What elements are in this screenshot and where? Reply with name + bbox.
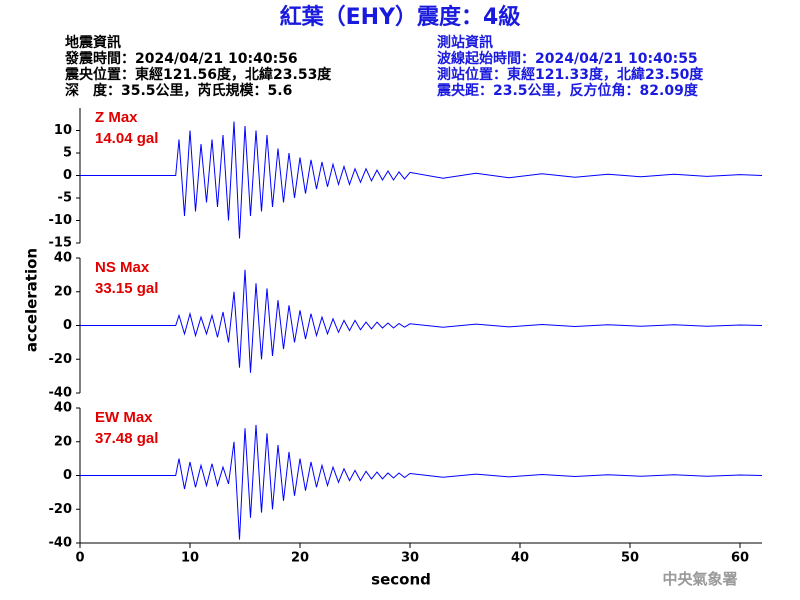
- waveform: [80, 269, 763, 373]
- chart-title: 紅葉（EHY）震度：4級: [280, 4, 521, 30]
- info-line: 發震時間：2024/04/21 10:40:56: [64, 50, 298, 67]
- waveform: [80, 424, 763, 540]
- y-tick-label: 40: [54, 251, 72, 266]
- x-tick-label: 20: [291, 551, 309, 566]
- max-label: 14.04 gal: [95, 130, 158, 147]
- x-tick-label: 0: [75, 551, 84, 566]
- y-tick-label: 0: [63, 318, 72, 333]
- y-tick-label: 20: [54, 434, 72, 449]
- y-tick-label: -20: [49, 352, 73, 367]
- info-line: 地震資訊: [65, 34, 121, 51]
- y-tick-label: 0: [63, 468, 72, 483]
- x-tick-label: 50: [621, 551, 639, 566]
- info-line: 深 度：35.5公里，芮氏規模：5.6: [65, 82, 292, 99]
- y-tick-label: 5: [63, 146, 72, 161]
- x-tick-label: 30: [401, 551, 419, 566]
- x-tick-label: 40: [511, 551, 529, 566]
- max-label: Z Max: [95, 109, 138, 126]
- x-tick-label: 60: [731, 551, 749, 566]
- y-tick-label: 20: [54, 284, 72, 299]
- y-tick-label: -40: [49, 536, 73, 551]
- y-axis-label: acceleration: [23, 248, 41, 352]
- y-tick-label: -40: [49, 386, 73, 401]
- info-line: 震央距：23.5公里，反方位角：82.09度: [436, 82, 699, 99]
- y-tick-label: 40: [54, 401, 72, 416]
- y-tick-label: -5: [58, 191, 72, 206]
- y-tick-label: -10: [49, 213, 73, 228]
- x-axis-label: second: [371, 571, 431, 589]
- waveform: [80, 121, 763, 239]
- watermark: 中央氣象署: [662, 570, 737, 588]
- max-label: 33.15 gal: [95, 280, 158, 297]
- y-tick-label: 10: [54, 123, 72, 138]
- info-line: 震央位置：東經121.56度，北緯23.53度: [64, 66, 332, 83]
- max-label: NS Max: [95, 259, 150, 276]
- max-label: 37.48 gal: [95, 430, 158, 447]
- x-tick-label: 10: [181, 551, 199, 566]
- info-line: 測站位置：東經121.33度，北緯23.50度: [437, 66, 704, 83]
- info-line: 波線起始時間：2024/04/21 10:40:55: [437, 50, 698, 67]
- y-tick-label: -20: [49, 502, 73, 517]
- y-tick-label: 0: [63, 168, 72, 183]
- max-label: EW Max: [95, 409, 153, 426]
- info-line: 測站資訊: [437, 34, 493, 51]
- y-tick-label: -15: [49, 236, 73, 251]
